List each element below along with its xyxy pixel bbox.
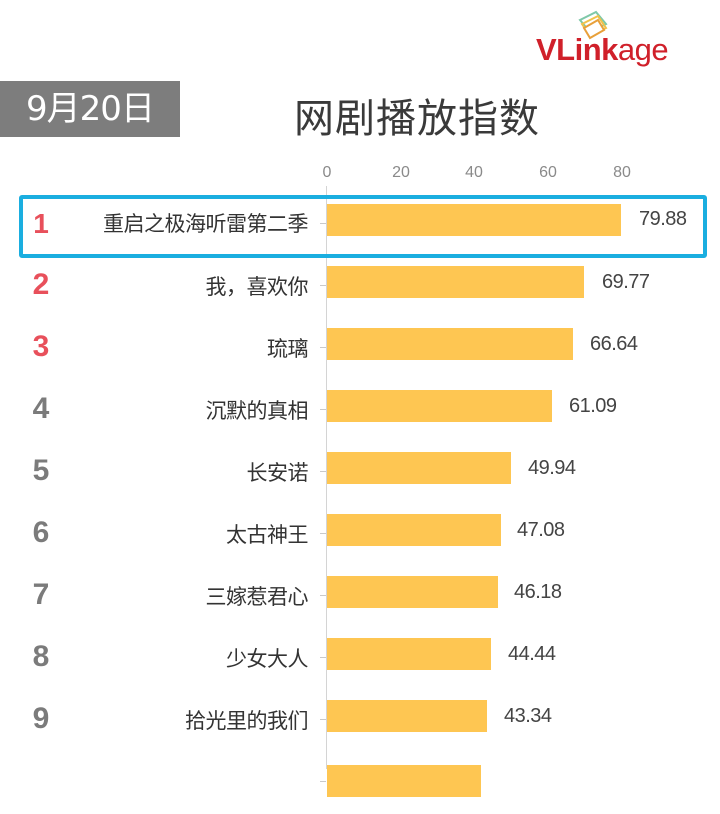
rank-number: 7: [32, 578, 50, 611]
bar-value: 49.94: [528, 457, 576, 479]
rank-number: 8: [32, 640, 50, 673]
bar: [327, 638, 491, 670]
top-rank-highlight: [19, 195, 707, 258]
date-badge: 9月20日: [0, 81, 180, 137]
chart-row: 6 太古神王 47.08: [0, 504, 720, 566]
bar: [327, 700, 487, 732]
chart-row-cutoff: [0, 752, 720, 814]
bar: [327, 266, 584, 298]
tick-mark: [320, 657, 326, 658]
y-axis-line: [326, 186, 327, 769]
vlinkage-logo: VLinkage: [536, 8, 706, 68]
rank-number: 2: [32, 268, 50, 301]
rank-number: 3: [32, 330, 50, 363]
drama-name: 三嫁惹君心: [205, 585, 309, 609]
tick-mark: [320, 471, 326, 472]
tick-mark: [320, 347, 326, 348]
drama-name: 少女大人: [226, 647, 309, 671]
bar-value: 44.44: [508, 643, 556, 665]
rank-number: 6: [32, 516, 50, 549]
x-axis-ticks: 0 20 40 60 80: [0, 164, 720, 186]
bar-value: 66.64: [590, 333, 638, 355]
bar: [327, 328, 573, 360]
x-tick: 0: [322, 164, 332, 181]
bar-value: 43.34: [504, 705, 552, 727]
bar-value: 46.18: [514, 581, 562, 603]
bar-value: 69.77: [602, 271, 650, 293]
x-tick: 20: [392, 164, 410, 181]
drama-name: 沉默的真相: [205, 399, 309, 423]
chart-row: 3 琉璃 66.64: [0, 318, 720, 380]
bar: [327, 204, 621, 236]
drama-name: 重启之极海听雷第二季: [103, 212, 309, 236]
bar: [327, 576, 498, 608]
tick-mark: [320, 409, 326, 410]
tick-mark: [320, 781, 326, 782]
rank-number: 4: [32, 392, 50, 425]
chart-row: 4 沉默的真相 61.09: [0, 380, 720, 442]
tick-mark: [320, 533, 326, 534]
rank-number: 1: [33, 208, 49, 239]
tick-mark: [320, 223, 326, 224]
drama-name: 长安诺: [246, 461, 309, 485]
bar-value: 47.08: [517, 519, 565, 541]
drama-name: 我，喜欢你: [205, 275, 309, 299]
bar: [327, 765, 481, 797]
drama-name: 琉璃: [267, 337, 309, 361]
bar-value: 79.88: [639, 208, 687, 230]
chart-row: 9 拾光里的我们 43.34: [0, 690, 720, 752]
tick-mark: [320, 595, 326, 596]
chart-row: 2 我，喜欢你 69.77: [0, 256, 720, 318]
drama-name: 太古神王: [226, 523, 309, 547]
tick-mark: [320, 719, 326, 720]
logo-wordmark: VLinkage: [536, 32, 669, 67]
chart-row: 7 三嫁惹君心 46.18: [0, 566, 720, 628]
rank-number: 9: [32, 702, 50, 735]
bar: [327, 452, 511, 484]
bar: [327, 390, 552, 422]
chart-row: 1 重启之极海听雷第二季 79.88: [0, 194, 720, 256]
tick-mark: [320, 285, 326, 286]
chart-row: 8 少女大人 44.44: [0, 628, 720, 690]
x-tick: 60: [539, 164, 557, 181]
bar-value: 61.09: [569, 395, 617, 417]
x-tick: 40: [465, 164, 483, 181]
rank-number: 5: [32, 454, 50, 487]
chart-title: 网剧播放指数: [294, 96, 540, 142]
chart-row: 5 长安诺 49.94: [0, 442, 720, 504]
x-tick: 80: [613, 164, 631, 181]
bar: [327, 514, 501, 546]
cards-logo-icon: [578, 10, 608, 40]
drama-name: 拾光里的我们: [185, 709, 309, 733]
